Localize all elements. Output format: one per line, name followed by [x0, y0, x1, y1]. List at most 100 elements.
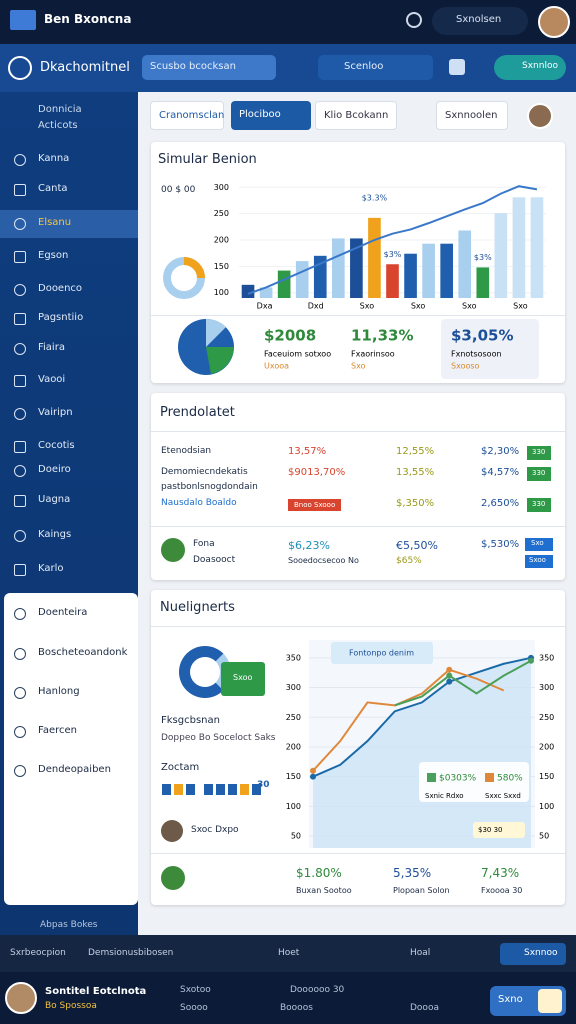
nav-icon [14, 465, 26, 477]
nav-item[interactable]: Vaooi [38, 374, 66, 385]
search-pill[interactable]: Sxnolsen [432, 7, 528, 35]
nav-item[interactable]: Dooenco [38, 283, 83, 294]
panel-item[interactable]: Boscheteoandonk [38, 647, 128, 658]
point [528, 657, 534, 664]
panel-icon [14, 608, 26, 620]
avatar[interactable] [538, 6, 570, 38]
panel-icon [14, 726, 26, 738]
footer: Sontitel Eotclnota Bo Spossoa Sxotoo Soo… [0, 972, 576, 1024]
nav-item[interactable]: Uagna [38, 494, 71, 505]
x-tick-label: Sxo [360, 302, 375, 311]
search-input[interactable]: Scusbo bcocksan [142, 55, 276, 80]
kpi-label: Fxaorinsoo [351, 350, 395, 359]
point [446, 678, 453, 685]
panel-item[interactable]: Dendeopaiben [38, 764, 111, 775]
tab[interactable]: Klio Bcokann [315, 101, 397, 130]
logo [8, 56, 32, 80]
x-tick-label: Dxa [257, 302, 273, 311]
y-tick-label: 300 [539, 683, 554, 692]
person-name: Fona [193, 539, 215, 549]
panel-icon [14, 687, 26, 699]
icon[interactable] [406, 12, 422, 28]
divider [151, 315, 565, 316]
cell: $6,23% [288, 539, 330, 552]
mini-bar [216, 784, 225, 795]
point [310, 767, 316, 774]
panel-item[interactable]: Hanlong [38, 686, 80, 697]
tab[interactable]: Cranomsclan [150, 101, 224, 130]
button[interactable]: Sxnnoo [500, 943, 566, 965]
callout-value: $0303% [439, 774, 477, 784]
footer-item[interactable]: Sxotoo [180, 985, 211, 995]
tabs: Cranomsclan Plociboo Klio Bcokann Sxnnoolen [150, 100, 565, 132]
person: Sxoc Dxpo [191, 825, 239, 835]
status-text: Sxrbeocpion [10, 948, 66, 958]
nav-item[interactable]: Vairipn [38, 407, 73, 418]
button[interactable]: Sxnnloo [494, 55, 566, 80]
line [394, 659, 532, 707]
cell: 13,57% [288, 446, 327, 457]
cell: Sooedocsecoo No [288, 556, 359, 565]
legend-swatch [485, 773, 494, 782]
y-tick-label: 350 [539, 653, 554, 662]
y-tick-label: 150 [214, 262, 229, 271]
bar [512, 197, 526, 298]
nav-item[interactable]: Kaings [38, 529, 72, 540]
bar [368, 217, 381, 298]
cell: €5,50% [396, 539, 438, 552]
bar [458, 230, 472, 298]
nav-item[interactable]: Doeiro [38, 464, 71, 475]
cell: $9013,70% [288, 467, 346, 478]
kpi: $3,05% Fxnotsosoon Sxooso [441, 319, 539, 379]
x-tick-label: Sxo [462, 302, 477, 311]
kpi-box [441, 319, 539, 379]
panel-item[interactable]: Faercen [38, 725, 77, 736]
line [312, 668, 505, 772]
tab[interactable]: Plociboo [231, 101, 311, 130]
bar [386, 264, 399, 298]
footer-item[interactable]: Doooa [410, 1003, 439, 1013]
nav-item[interactable]: Elsanu [38, 217, 72, 228]
card: Prendolatet Etenodsian 13,57% 12,55% $2,30%… [151, 393, 565, 580]
bar [332, 238, 345, 298]
mini-bar [240, 784, 249, 795]
bar [440, 243, 453, 298]
cell: 2,650% [481, 498, 520, 509]
nav-item[interactable]: Fiaira [38, 342, 65, 353]
nav-item[interactable]: Canta [38, 183, 68, 194]
nav-item[interactable]: Karlo [38, 563, 64, 574]
avatar[interactable] [527, 103, 553, 129]
nav-item[interactable]: Cocotis [38, 440, 75, 451]
icon[interactable] [449, 59, 465, 75]
kpi-value: $3,05% [451, 327, 513, 345]
divider [151, 526, 565, 527]
x-tick-label: Dxd [308, 302, 324, 311]
y-tick-label: 300 [214, 183, 229, 192]
legend-entry: Sxxc Sxxd [485, 792, 521, 800]
dropdown[interactable]: Scenloo [318, 55, 433, 80]
y-tick-label: 300 [286, 683, 301, 692]
nav-icon [14, 313, 26, 325]
footer-item[interactable]: Doooooo 30 [290, 985, 345, 995]
callout [419, 762, 529, 802]
y-tick-label: 150 [286, 772, 301, 781]
point [310, 773, 316, 780]
nav-icon [14, 441, 26, 453]
nav-item[interactable]: Kanna [38, 153, 70, 164]
legend: 00 $ 00 [161, 185, 196, 195]
badge: 330 [527, 467, 551, 481]
chat-icon[interactable] [538, 989, 562, 1013]
nav-item[interactable]: Egson [38, 250, 69, 261]
annotation: $3% [474, 253, 492, 262]
tag: Bnoo Sxooo [288, 499, 342, 511]
panel-item[interactable]: Doenteira [38, 607, 88, 618]
y-tick-label: 100 [214, 288, 229, 297]
tab[interactable]: Sxnnoolen [436, 101, 508, 130]
kpi-value: 5,35% [393, 866, 432, 880]
kpi-value: $2008 [264, 327, 316, 345]
nav-item[interactable]: Pagsntiio [38, 312, 84, 323]
avatar [161, 866, 185, 890]
bar [277, 270, 291, 298]
bar [350, 238, 363, 298]
nav-icon [14, 495, 26, 507]
